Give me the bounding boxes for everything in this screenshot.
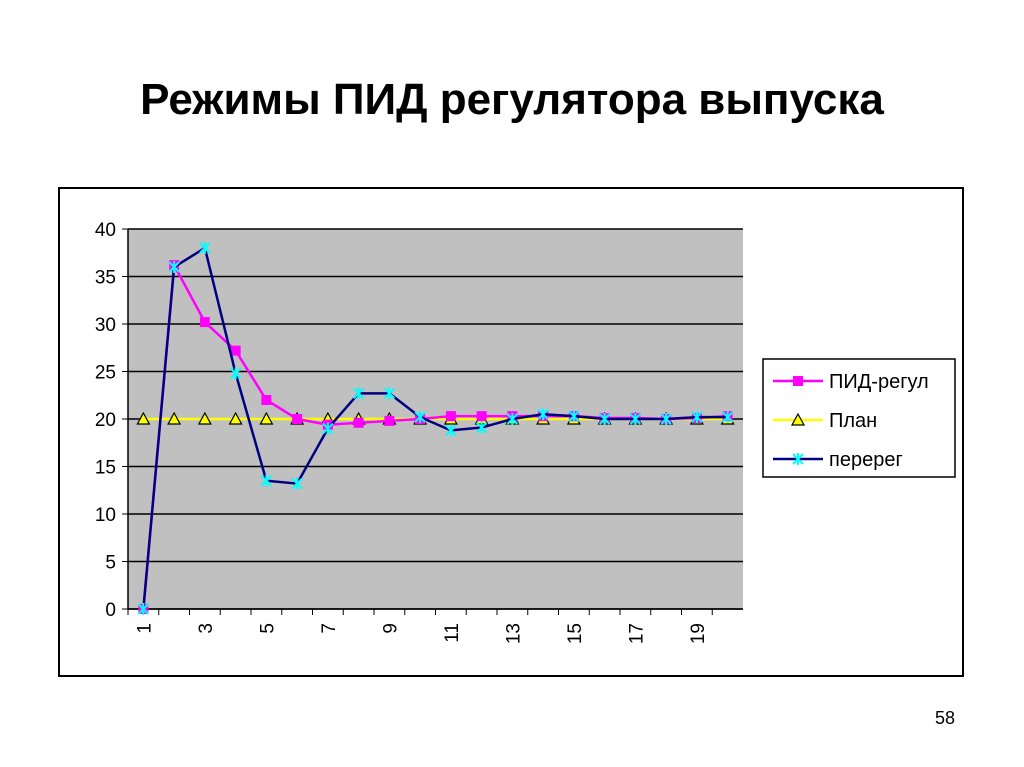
marker [322,422,334,435]
marker [199,317,210,328]
x-tick-label: 5 [257,623,278,634]
marker [445,411,456,422]
y-tick-label: 40 [95,220,116,241]
y-tick-label: 10 [95,505,116,526]
marker [260,474,273,487]
marker [228,411,243,425]
marker [168,261,180,273]
y-tick-label: 5 [105,553,116,574]
legend-label: План [829,410,877,432]
marker [352,387,365,400]
y-tick-label: 30 [95,315,116,336]
marker [197,411,212,425]
x-tick-label: 15 [565,623,586,644]
slide-title: Режимы ПИД регулятора выпуска [140,75,884,124]
legend-label: перерег [829,449,903,471]
marker [199,242,211,254]
marker [537,408,549,421]
marker [136,411,151,425]
marker [445,424,457,437]
marker [414,411,426,424]
marker [790,412,806,426]
marker [721,411,734,424]
marker [353,417,364,428]
marker [383,387,396,400]
x-tick-label: 7 [319,623,340,634]
series-line [142,246,728,610]
marker [261,395,272,405]
x-tick-label: 1 [134,623,155,634]
marker [660,413,672,425]
x-tick-label: 9 [380,623,401,634]
marker [568,410,580,423]
x-tick-label: 19 [688,623,709,644]
marker [137,603,150,615]
marker [229,367,242,380]
y-tick-label: 0 [105,600,116,621]
y-tick-label: 20 [95,410,116,431]
y-tick-label: 15 [95,458,116,479]
x-tick-label: 13 [503,623,524,644]
marker [793,376,803,386]
y-tick-label: 25 [95,363,116,384]
marker [384,415,395,426]
marker [230,345,241,356]
marker [792,453,804,465]
marker [259,411,274,425]
x-tick-label: 17 [626,623,647,644]
x-tick-label: 3 [196,623,217,634]
marker [475,421,488,434]
marker [506,413,519,425]
marker [598,413,611,425]
marker [167,411,182,425]
page-number: 58 [935,708,955,728]
marker [292,414,303,424]
marker [291,477,303,490]
y-tick-label: 35 [95,268,116,289]
marker [476,411,487,422]
legend-label: ПИД-регул [829,371,929,393]
marker [629,413,642,425]
marker [691,411,703,424]
x-tick-label: 11 [442,623,463,643]
